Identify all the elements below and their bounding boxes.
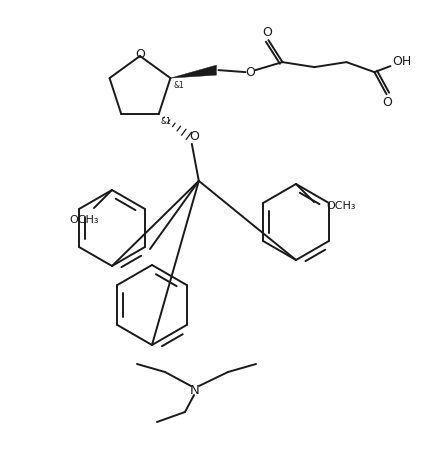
Text: O: O [245,66,255,78]
Polygon shape [170,65,216,78]
Text: OCH₃: OCH₃ [326,201,356,211]
Text: &1: &1 [161,118,172,126]
Text: N: N [190,384,200,397]
Text: O: O [135,49,145,62]
Text: OH: OH [392,55,411,67]
Text: OCH₃: OCH₃ [69,215,99,225]
Text: O: O [382,95,392,109]
Text: &1: &1 [173,81,184,90]
Text: O: O [189,130,199,143]
Text: O: O [262,26,272,39]
